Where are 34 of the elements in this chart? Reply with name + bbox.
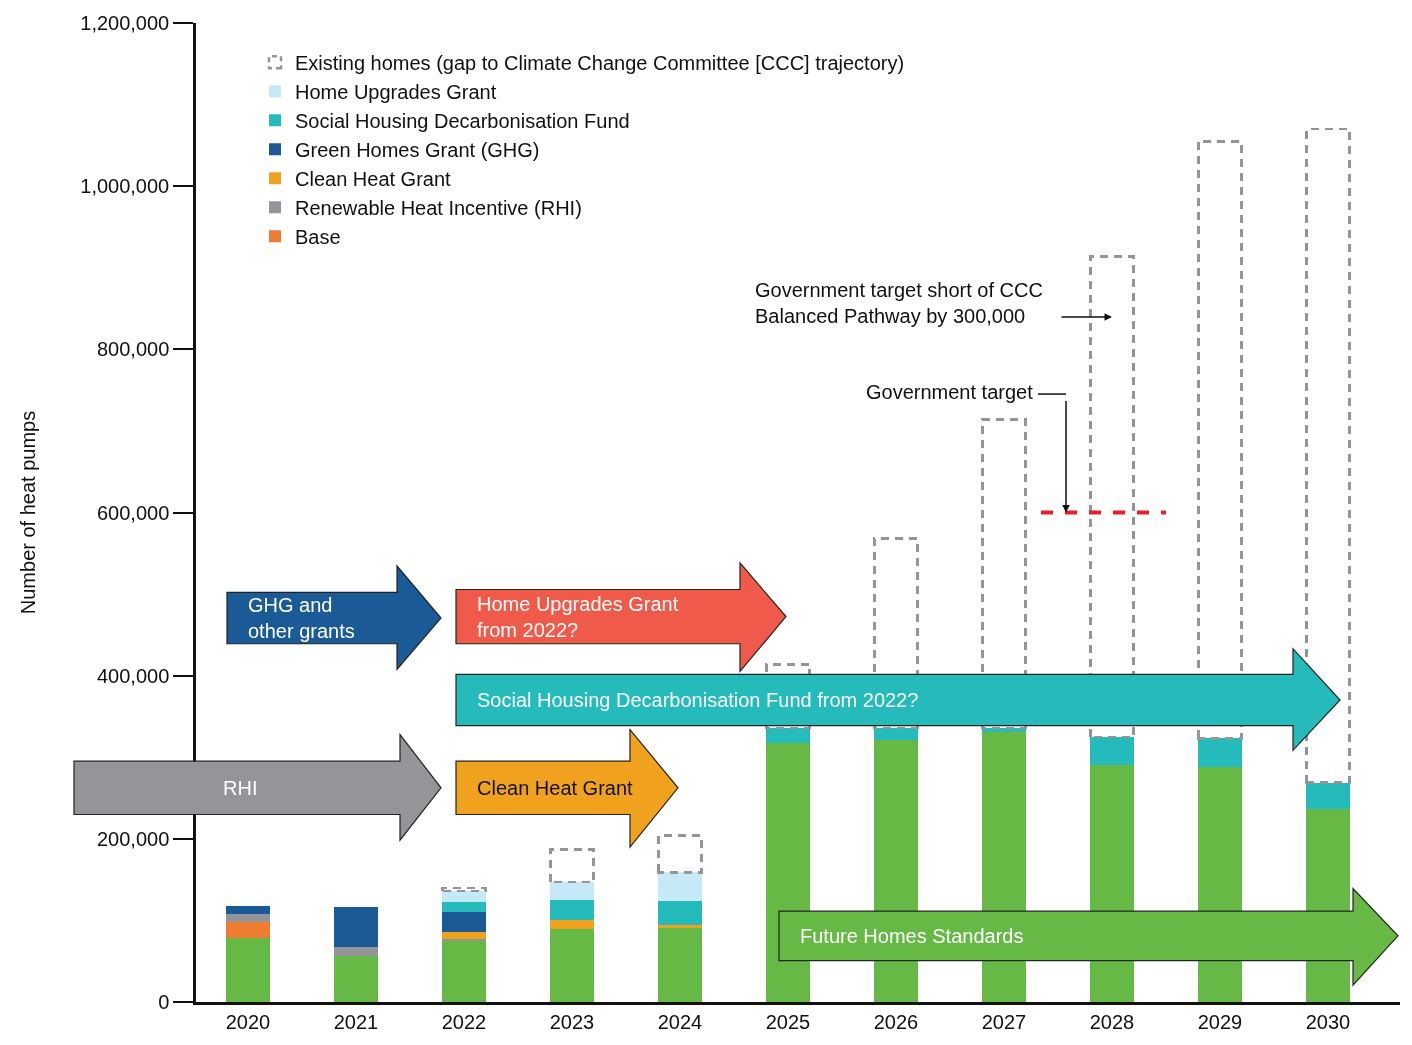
x-tick-label: 2023	[549, 1010, 595, 1033]
legend-label: Green Homes Grant (GHG)	[295, 139, 540, 162]
y-tick-label: 1,200,000	[80, 12, 170, 34]
annotation: Clean Heat Grant	[477, 777, 634, 799]
x-tick-label: 2020	[225, 1010, 271, 1033]
x-tick-label: 2027	[981, 1010, 1027, 1033]
annotation: Social Housing Decarbonisation Fund from 2022?	[477, 689, 919, 711]
x-tick-label: 2025	[765, 1010, 811, 1033]
annotation: Future Homes Standards	[800, 925, 1024, 947]
y-axis-title: Number of heat pumps	[16, 410, 39, 615]
y-tick-label: 200,000	[96, 827, 170, 850]
x-tick-label: 2024	[657, 1010, 703, 1033]
legend-label: Clean Heat Grant	[295, 168, 452, 191]
annotation: Home Upgrades Grant from 2022?	[477, 593, 679, 641]
annotation: Government target	[866, 381, 1034, 403]
x-tick-label: 2026	[873, 1010, 919, 1033]
y-tick-label: 0	[158, 991, 170, 1013]
legend-label: Social Housing Decarbonisation Fund	[295, 110, 630, 133]
y-tick-label: 1,000,000	[80, 175, 170, 198]
x-tick-label: 2030	[1305, 1010, 1351, 1033]
y-tick-label: 400,000	[96, 664, 170, 687]
x-tick-label: 2029	[1197, 1010, 1243, 1033]
x-tick-label: 2021	[333, 1010, 379, 1033]
legend-label: Existing homes (gap to Climate Change Committee [CCC] trajectory)	[295, 52, 905, 75]
legend-label: Base	[295, 226, 341, 249]
legend-label: Home Upgrades Grant	[295, 81, 497, 104]
x-tick-label: 2028	[1089, 1010, 1135, 1033]
legend-label: Renewable Heat Incentive (RHI)	[295, 197, 582, 220]
annotation: RHI	[223, 777, 258, 799]
y-tick-label: 600,000	[96, 501, 170, 524]
annotation: GHG and other grants	[248, 594, 355, 642]
annotation: Government target short of CCC Balanced Pathway by 300,000	[755, 279, 1043, 327]
x-tick-label: 2022	[441, 1010, 487, 1033]
y-tick-label: 800,000	[96, 338, 170, 361]
